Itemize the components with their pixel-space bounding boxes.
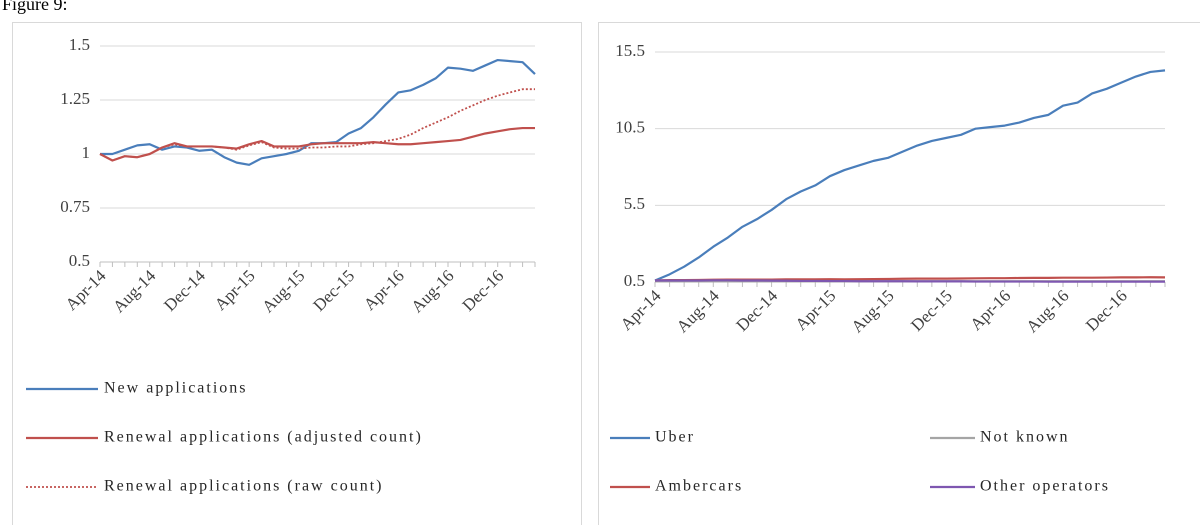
legend-label: Uber <box>655 429 695 446</box>
y-tick-label: 1.25 <box>60 89 90 108</box>
y-tick-label: 15.5 <box>615 41 645 60</box>
y-tick-label: 0.75 <box>60 197 90 216</box>
legend-label: New applications <box>104 380 248 397</box>
legend-label: Ambercars <box>655 478 743 495</box>
y-tick-label: 1 <box>82 143 91 162</box>
legend-label: Other operators <box>980 478 1110 495</box>
series-line <box>654 69 1166 282</box>
y-tick-label: 0.5 <box>624 271 645 290</box>
y-tick-label: 10.5 <box>615 118 645 137</box>
series-line <box>99 88 535 162</box>
y-tick-label: 0.5 <box>69 251 90 270</box>
y-tick-label: 5.5 <box>624 194 645 213</box>
legend-label: Renewal applications (raw count) <box>104 478 383 495</box>
legend-label: Not known <box>980 429 1070 446</box>
series-line <box>655 279 1165 283</box>
figure-label: Figure 9: <box>2 0 68 14</box>
chart-panel <box>598 22 1200 525</box>
chart-panel <box>12 22 582 525</box>
legend-label: Renewal applications (adjusted count) <box>104 429 423 446</box>
y-tick-label: 1.5 <box>69 35 90 54</box>
